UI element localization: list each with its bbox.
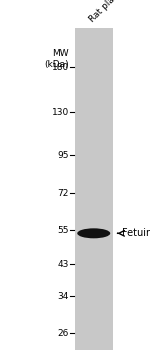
Text: MW
(kDa): MW (kDa) xyxy=(44,50,69,69)
Text: 26: 26 xyxy=(58,329,69,338)
Bar xyxy=(75,28,112,350)
Text: 34: 34 xyxy=(58,292,69,301)
Text: Rat plasma: Rat plasma xyxy=(87,0,130,24)
Text: Fetuin B: Fetuin B xyxy=(123,228,150,238)
Text: 95: 95 xyxy=(57,151,69,160)
Text: 180: 180 xyxy=(52,63,69,72)
Text: 55: 55 xyxy=(57,226,69,235)
Ellipse shape xyxy=(77,228,110,238)
Text: 43: 43 xyxy=(58,260,69,269)
Text: 72: 72 xyxy=(58,189,69,198)
Text: 130: 130 xyxy=(52,108,69,117)
